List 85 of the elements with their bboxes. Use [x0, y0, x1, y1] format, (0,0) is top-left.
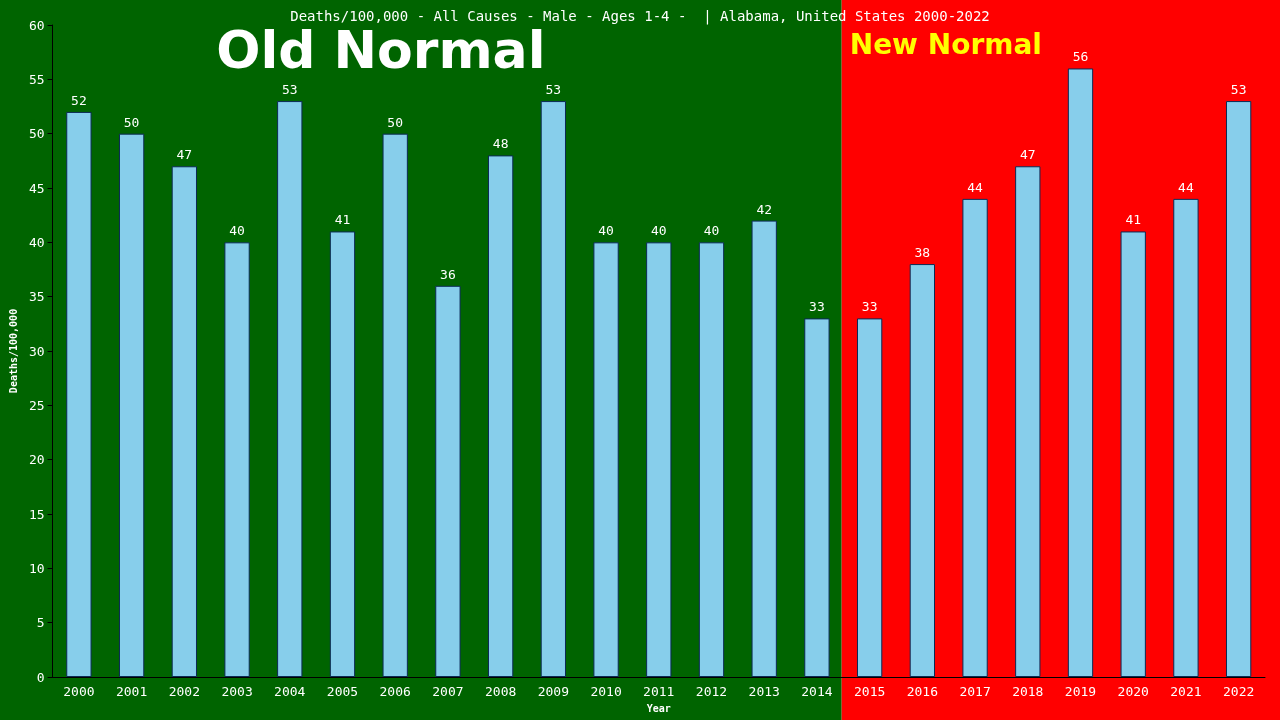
x-tick-label: 2005: [326, 684, 359, 699]
bar: [1173, 198, 1199, 677]
bar: [118, 133, 145, 677]
x-tick-label: 2002: [168, 684, 200, 699]
x-tick-label: 2012: [695, 684, 728, 699]
x-axis-title: Year: [646, 702, 671, 714]
y-tick-label: 10: [28, 560, 45, 576]
data-label: 48: [492, 136, 509, 152]
bar: [1225, 101, 1252, 677]
bar: [540, 101, 566, 677]
data-label: 47: [176, 147, 193, 163]
bar: [487, 155, 514, 677]
data-label: 40: [229, 223, 245, 239]
bar: [329, 231, 356, 677]
data-label: 40: [650, 223, 667, 239]
bar: [856, 318, 883, 677]
x-tick-label: 2000: [63, 684, 95, 699]
bar: [382, 133, 408, 677]
x-tick-label: 2016: [906, 684, 939, 699]
data-label: 53: [1230, 82, 1247, 98]
x-tick-label: 2011: [643, 684, 675, 699]
data-label: 50: [123, 114, 140, 130]
bar: [593, 242, 619, 677]
bar: [435, 285, 461, 677]
data-label: 40: [703, 223, 720, 239]
data-label: 53: [545, 82, 562, 98]
band-label: New Normal: [849, 27, 1042, 61]
data-label: 47: [1019, 147, 1036, 163]
bar: [804, 318, 830, 677]
data-label: 44: [1178, 179, 1194, 195]
y-tick-label: 25: [28, 397, 45, 413]
y-tick-label: 20: [28, 452, 45, 468]
y-tick-label: 35: [28, 289, 45, 305]
y-tick-label: 55: [28, 71, 45, 87]
y-tick-label: 0: [36, 669, 45, 685]
bar: [1015, 166, 1041, 677]
x-tick-label: 2018: [1012, 684, 1044, 699]
data-label: 41: [1125, 212, 1142, 228]
data-label: 56: [1072, 49, 1089, 65]
bar: [909, 264, 935, 677]
x-tick-label: 2020: [1117, 684, 1149, 699]
data-label: 50: [387, 114, 404, 130]
data-label: 44: [967, 179, 984, 195]
data-label: 53: [281, 82, 298, 98]
data-label: 38: [914, 245, 931, 261]
data-label: 33: [861, 299, 878, 315]
x-tick-label: 2013: [748, 684, 780, 699]
bar: [171, 166, 197, 677]
y-tick-label: 40: [28, 234, 45, 250]
data-label: 52: [71, 92, 87, 108]
x-tick-label: 2001: [115, 684, 148, 699]
x-tick-label: 2007: [432, 684, 464, 699]
bar: [1120, 231, 1146, 677]
bar: [224, 242, 250, 677]
x-tick-label: 2008: [484, 684, 517, 699]
x-tick-label: 2015: [853, 684, 886, 699]
bar: [751, 220, 777, 677]
data-label: 40: [598, 223, 614, 239]
bar: [1067, 68, 1094, 677]
bar: [962, 198, 988, 677]
x-tick-label: 2003: [221, 684, 253, 699]
x-tick-label: 2017: [959, 684, 991, 699]
bar: [698, 242, 725, 677]
x-tick-label: 2010: [590, 684, 622, 699]
x-tick-label: 2022: [1222, 684, 1255, 699]
x-tick-label: 2014: [801, 684, 833, 699]
bar: [646, 242, 672, 677]
y-tick-label: 15: [28, 506, 45, 522]
y-tick-label: 5: [36, 615, 45, 631]
x-tick-label: 2019: [1064, 684, 1097, 699]
x-tick-label: 2009: [537, 684, 569, 699]
bar: [66, 111, 92, 677]
y-axis-title: Deaths/100,000: [7, 308, 19, 394]
bar: [277, 101, 303, 677]
x-tick-label: 2006: [379, 684, 411, 699]
x-tick-label: 2021: [1170, 684, 1202, 699]
y-tick-label: 50: [28, 126, 45, 142]
data-label: 33: [809, 299, 825, 315]
y-tick-label: 30: [28, 343, 45, 359]
y-tick-label: 60: [28, 17, 45, 33]
data-label: 36: [440, 266, 456, 282]
x-tick-label: 2004: [274, 684, 306, 699]
data-label: 42: [756, 201, 773, 217]
y-tick-label: 45: [28, 180, 45, 196]
data-label: 41: [334, 212, 351, 228]
